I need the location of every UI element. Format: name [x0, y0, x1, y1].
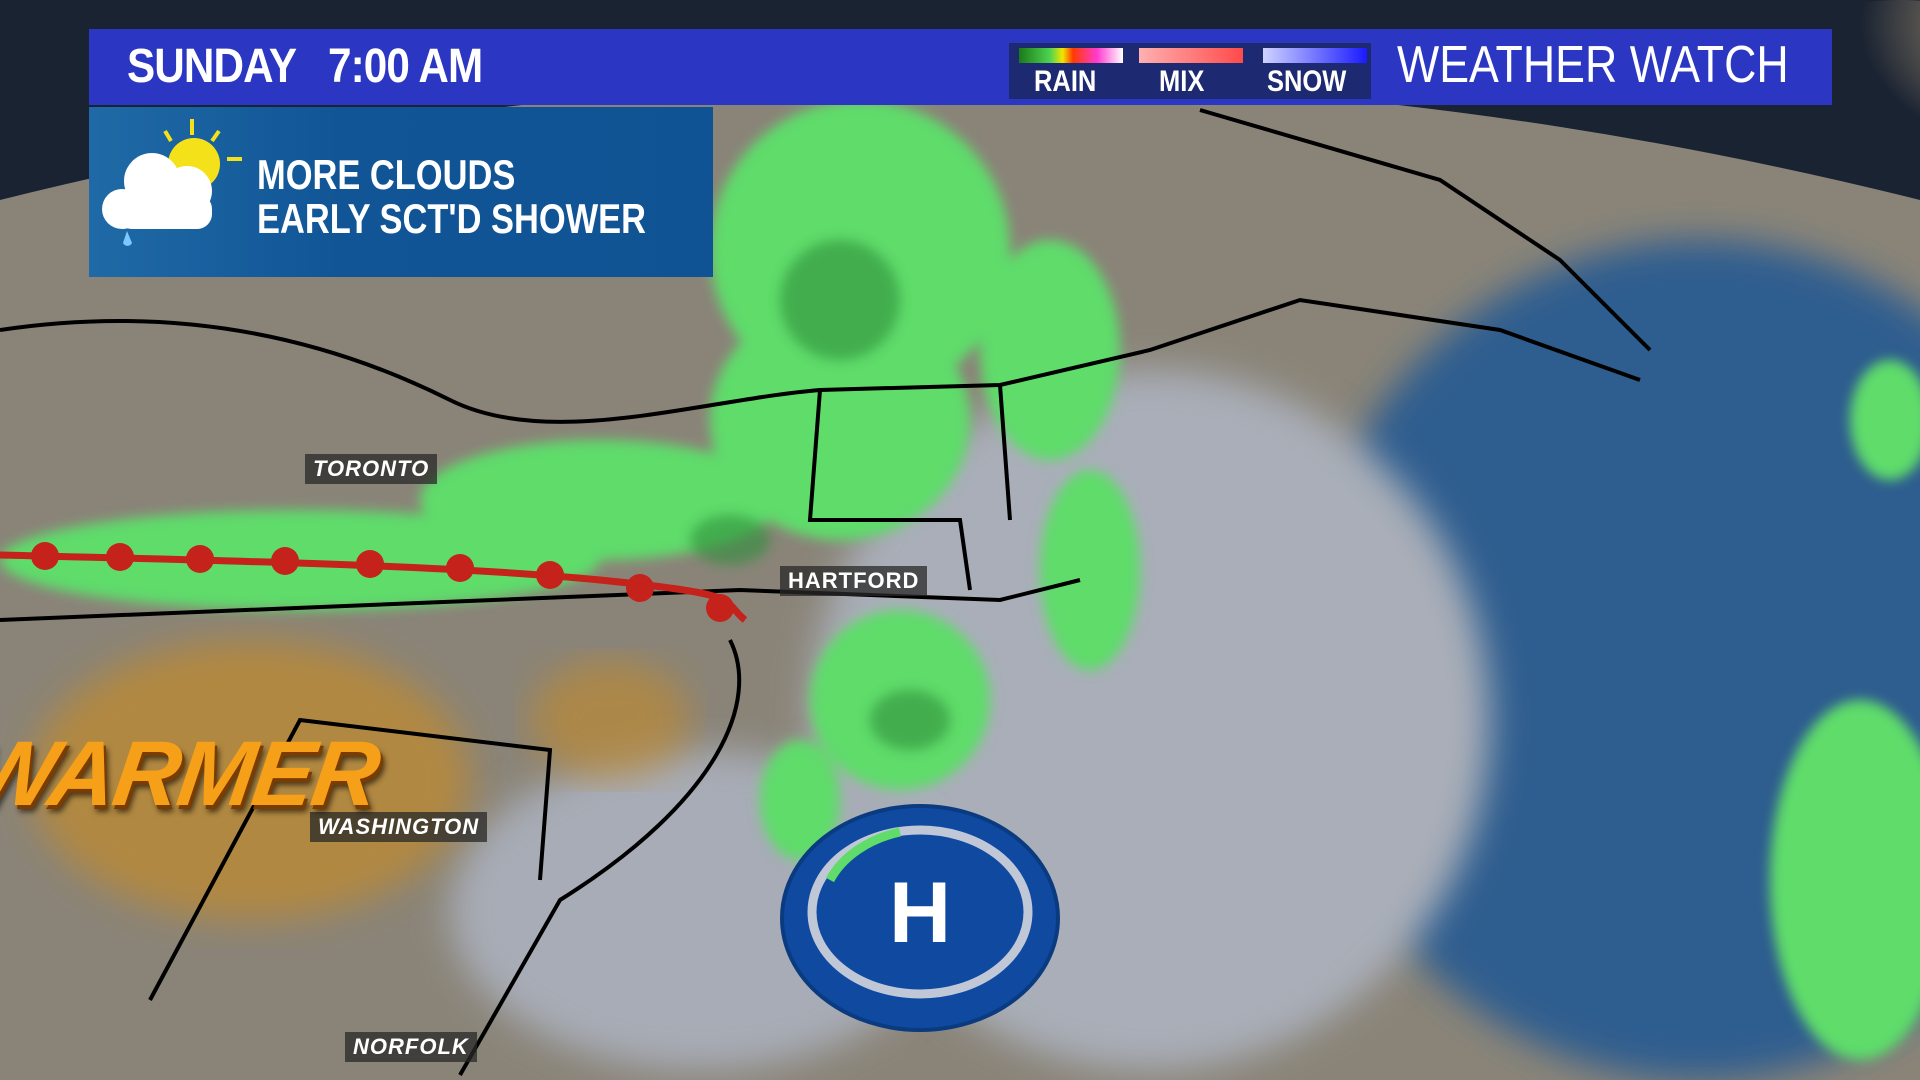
forecast-line-1: MORE CLOUDS [257, 151, 516, 198]
header-bar: SUNDAY 7:00 AM RAIN MIX SNOW WEATHER WAT… [89, 29, 1832, 105]
snow-swatch [1263, 48, 1367, 63]
city-label-toronto: TORONTO [305, 454, 438, 484]
forecast-line-2: EARLY SCT'D SHOWER [257, 195, 647, 242]
warmer-annotation: WARMER [0, 723, 385, 825]
day-time: SUNDAY 7:00 AM [127, 40, 483, 93]
snow-label: SNOW [1267, 65, 1347, 98]
rain-swatch [1019, 48, 1123, 63]
high-pressure-symbol: H [780, 804, 1060, 1032]
rain-label: RAIN [1034, 65, 1097, 98]
city-label-washington: WASHINGTON [310, 812, 488, 842]
mix-label: MIX [1159, 65, 1205, 98]
precip-legend: RAIN MIX SNOW [1009, 43, 1371, 99]
city-label-hartford: HARTFORD [780, 566, 928, 596]
forecast-text: MORE CLOUDS EARLY SCT'D SHOWER [257, 153, 646, 241]
program-title: WEATHER WATCH [1397, 36, 1789, 94]
city-label-norfolk: NORFOLK [345, 1032, 477, 1062]
mix-swatch [1139, 48, 1243, 63]
partly-cloudy-rain-icon [102, 119, 242, 246]
forecast-panel: MORE CLOUDS EARLY SCT'D SHOWER [89, 107, 713, 277]
high-pressure-label: H [889, 865, 951, 961]
state-borders [0, 108, 1652, 1076]
